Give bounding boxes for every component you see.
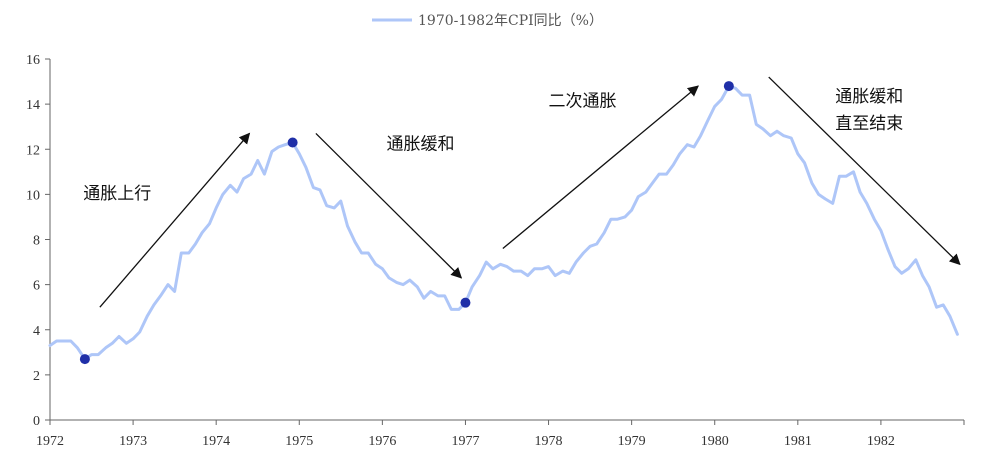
highlight-point xyxy=(460,297,471,308)
highlight-point xyxy=(79,354,90,365)
x-tick-label: 1979 xyxy=(618,434,646,449)
x-tick-label: 1975 xyxy=(285,434,313,449)
phase-annotation: 通胀缓和直至结束 xyxy=(835,87,903,134)
x-tick-label: 1976 xyxy=(368,434,396,449)
trend-arrow xyxy=(99,132,251,308)
y-tick-label: 8 xyxy=(33,234,40,249)
legend: 1970-1982年CPI同比（%） xyxy=(372,13,603,29)
y-tick-label: 14 xyxy=(26,98,40,113)
highlight-points xyxy=(79,81,734,365)
x-tick-label: 1973 xyxy=(119,434,147,449)
phase-annotation-line: 通胀上行 xyxy=(83,184,151,204)
trend-arrow xyxy=(315,132,463,279)
highlight-point xyxy=(723,81,734,92)
trend-arrow xyxy=(768,76,961,266)
x-tick-label: 1980 xyxy=(701,434,729,449)
y-tick-label: 2 xyxy=(33,369,40,384)
phase-annotation-line: 通胀缓和 xyxy=(835,87,903,107)
phase-annotation-line: 二次通胀 xyxy=(549,91,617,111)
trend-arrows xyxy=(99,76,961,308)
trend-arrow xyxy=(502,85,699,250)
highlight-point xyxy=(287,137,298,148)
y-tick-label: 0 xyxy=(33,414,40,429)
series-layer xyxy=(48,84,959,361)
x-tick-label: 1972 xyxy=(36,434,64,449)
phase-annotation: 通胀上行 xyxy=(83,184,151,204)
x-tick-label: 1977 xyxy=(451,434,479,449)
phase-annotation: 二次通胀 xyxy=(549,91,617,111)
legend-label: 1970-1982年CPI同比（%） xyxy=(418,13,603,29)
y-tick-label: 6 xyxy=(33,279,40,294)
series-line xyxy=(48,84,959,361)
x-tick-label: 1974 xyxy=(202,434,230,449)
x-tick-label: 1978 xyxy=(535,434,563,449)
phase-annotation-line: 通胀缓和 xyxy=(387,134,455,154)
phase-annotation-line: 直至结束 xyxy=(835,114,903,134)
y-tick-label: 16 xyxy=(26,53,40,68)
y-tick-label: 10 xyxy=(26,188,40,203)
x-tick-label: 1982 xyxy=(867,434,895,449)
axes: 0 2 4 6 8 10 12 14 16 1972 1973 1974 1975 1976 1977 197… xyxy=(26,53,965,449)
y-tick-label: 4 xyxy=(33,324,40,339)
x-tick-label: 1981 xyxy=(784,434,812,449)
y-tick-label: 12 xyxy=(26,143,40,158)
phase-annotation: 通胀缓和 xyxy=(387,134,455,154)
